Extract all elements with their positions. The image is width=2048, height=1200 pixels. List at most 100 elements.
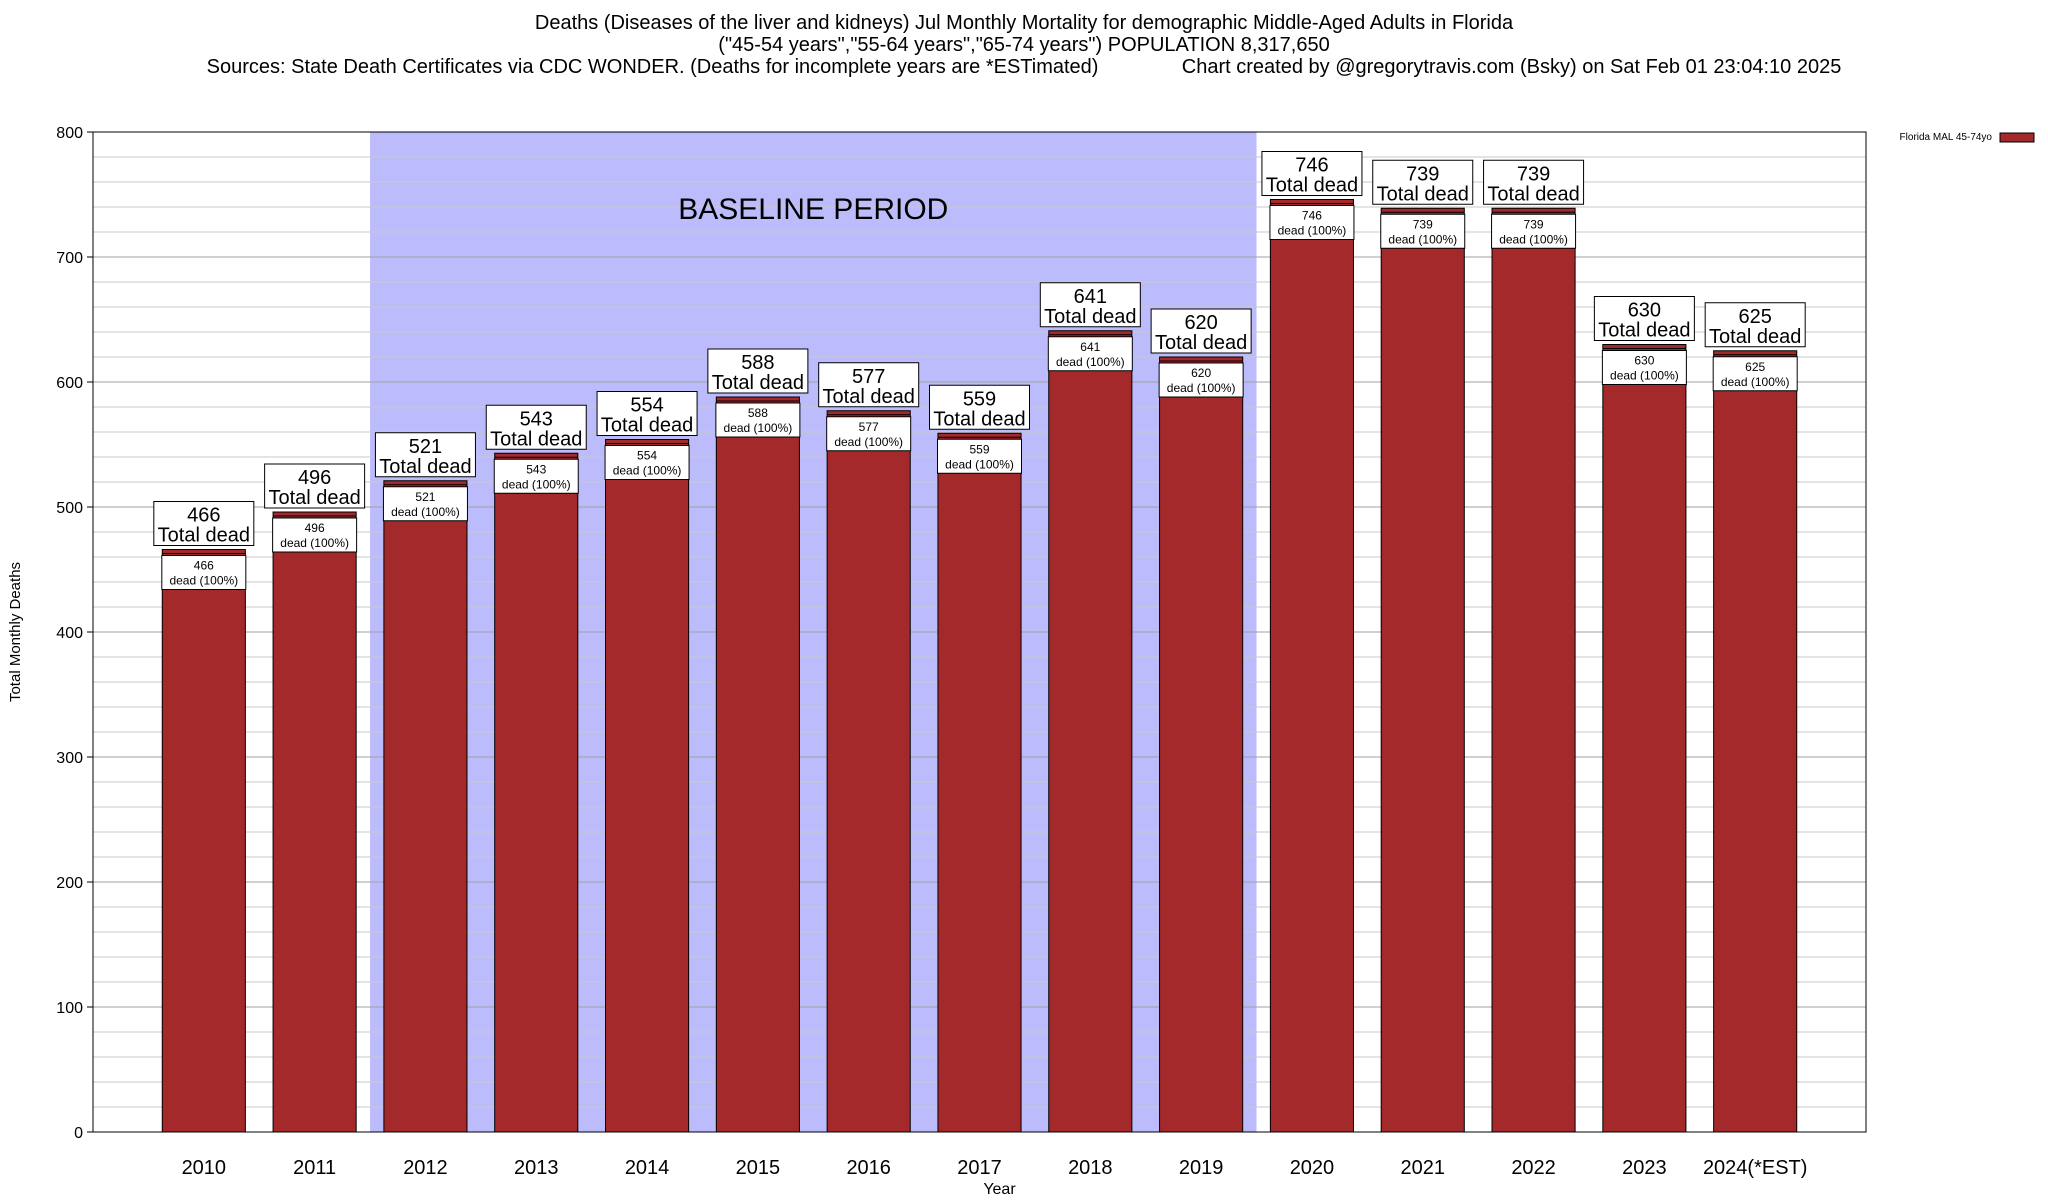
x-tick-label: 2019 [1179,1157,1224,1179]
inner-value-label: 466 [194,559,214,573]
top-value-label: 559 [963,388,996,410]
top-value-label: 625 [1739,306,1772,328]
top-value-label: 620 [1184,312,1217,334]
title-line-3: Sources: State Death Certificates via CD… [206,56,1842,78]
x-tick-label: 2022 [1511,1157,1556,1179]
inner-value-label: 588 [748,406,768,420]
inner-value-label: 577 [859,420,879,434]
top-label-box [1261,151,1363,196]
y-tick-label: 100 [56,1000,83,1017]
inner-value-label: 739 [1524,217,1544,231]
y-tick-label: 700 [56,250,83,267]
inner-value-label: 620 [1191,366,1211,380]
top-total-label: Total dead [1598,320,1690,342]
inner-label-box [826,416,912,452]
bar-2018 [1048,330,1133,1133]
inner-label-box [382,486,468,522]
inner-pct-label: dead (100%) [1056,355,1125,369]
top-total-label: Total dead [1155,332,1247,354]
inner-value-label: 739 [1413,217,1433,231]
y-tick-label: 800 [56,125,83,142]
y-axis-label: Total Monthly Deaths [7,562,24,702]
bar-2022 [1491,207,1576,1133]
title-line-1: Deaths (Diseases of the liver and kidney… [534,12,1514,34]
top-label-box [818,362,920,408]
top-total-label: Total dead [1044,306,1136,328]
bar-2015 [715,396,800,1133]
inner-label-box [1269,205,1355,240]
top-total-label: Total dead [712,372,804,394]
top-value-label: 746 [1295,155,1328,177]
x-tick-label: 2014 [625,1157,670,1179]
inner-pct-label: dead (100%) [280,536,349,550]
inner-pct-label: dead (100%) [1278,224,1347,238]
inner-pct-label: dead (100%) [724,421,793,435]
x-tick-label: 2024(*EST) [1703,1157,1808,1179]
top-total-label: Total dead [1487,183,1579,205]
inner-pct-label: dead (100%) [169,574,238,588]
inner-pct-label: dead (100%) [1610,369,1679,383]
bar-2023 [1602,344,1687,1133]
x-tick-label: 2012 [403,1157,448,1179]
top-label-box [264,463,366,509]
top-value-label: 554 [630,395,663,417]
inner-pct-label: dead (100%) [834,435,903,449]
inner-pct-label: dead (100%) [502,477,571,491]
inner-label-box [937,438,1022,474]
bar-2019 [1159,356,1244,1133]
top-value-label: 641 [1074,286,1107,308]
x-tick-label: 2011 [293,1157,336,1179]
top-total-label: Total dead [268,487,360,509]
inner-label-box [493,458,579,494]
top-label-box [485,404,587,450]
inner-label-box [715,402,801,438]
bar-2014 [605,439,690,1133]
top-total-label: Total dead [1377,183,1469,205]
bar-2013 [494,452,579,1133]
inner-value-label: 554 [637,449,657,463]
inner-pct-label: dead (100%) [613,464,682,478]
top-label-box [1704,302,1806,348]
y-tick-label: 500 [56,500,83,517]
legend-swatch [1999,132,2035,143]
top-value-label: 496 [298,467,331,489]
top-total-label: Total dead [1266,175,1358,197]
x-tick-label: 2023 [1622,1157,1667,1179]
inner-value-label: 641 [1080,340,1100,354]
x-tick-label: 2013 [514,1157,559,1179]
top-label-box [1039,282,1141,328]
top-label-box [707,348,809,394]
y-tick-label: 600 [56,375,83,392]
inner-pct-label: dead (100%) [391,505,460,519]
top-value-label: 577 [852,366,885,388]
inner-value-label: 559 [969,442,989,456]
legend-label: Florida MAL 45-74yo [1900,132,1993,143]
inner-label-box [1601,350,1687,385]
y-tick-label: 400 [56,625,83,642]
x-tick-label: 2021 [1401,1157,1446,1179]
bar-2016 [826,410,911,1133]
inner-pct-label: dead (100%) [1388,232,1457,246]
inner-pct-label: dead (100%) [1499,232,1568,246]
y-tick-label: 300 [56,750,83,767]
y-tick-label: 200 [56,875,83,892]
top-value-label: 521 [409,436,442,458]
x-tick-label: 2016 [846,1157,891,1179]
inner-pct-label: dead (100%) [1167,381,1236,395]
x-tick-label: 2010 [182,1157,227,1179]
inner-label-box [1158,362,1244,398]
bar-2011 [272,511,357,1133]
inner-label-box [161,555,247,590]
x-tick-label: 2015 [736,1157,781,1179]
inner-label-box [1047,336,1133,372]
inner-label-box [604,445,690,480]
top-total-label: Total dead [490,428,582,450]
top-label-box [596,391,698,436]
bar-2010 [161,549,246,1133]
inner-label-box [1380,213,1466,249]
bar-2017 [937,432,1022,1133]
inner-value-label: 521 [415,490,435,504]
inner-label-box [1712,356,1798,392]
top-total-label: Total dead [933,408,1025,430]
